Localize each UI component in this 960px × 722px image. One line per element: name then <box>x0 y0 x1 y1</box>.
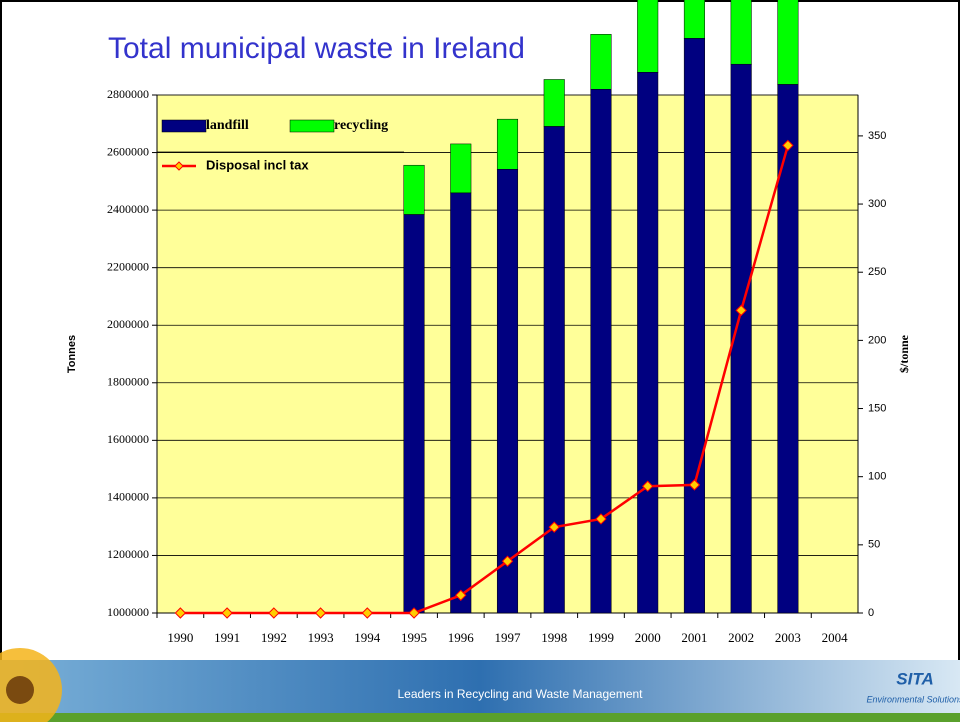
y2-tick-label: 150 <box>868 402 886 414</box>
y-tick-label: 2400000 <box>107 202 149 216</box>
bar-segment <box>590 88 612 614</box>
bar-segment <box>683 38 705 614</box>
line-marker <box>641 480 654 492</box>
line-marker <box>595 513 607 525</box>
y-tick-label: 1800000 <box>107 375 149 389</box>
y2-tick-label: 50 <box>868 539 880 551</box>
y-tick-label: 2200000 <box>107 259 149 273</box>
bar-segment <box>777 84 799 614</box>
bar-segment <box>730 0 752 65</box>
line-marker <box>455 589 467 601</box>
y-tick-label: 2600000 <box>107 144 149 158</box>
line-marker <box>361 607 374 619</box>
x-tick-label: 1996 <box>448 630 475 645</box>
x-tick-label: 2001 <box>681 630 707 645</box>
x-tick-label: 1995 <box>401 630 427 645</box>
line-marker <box>548 521 560 533</box>
y2-tick-label: 300 <box>868 198 886 210</box>
y2-axis-label: $/tonne <box>897 334 911 373</box>
footer-slogan: Leaders in Recycling and Waste Managemen… <box>397 687 643 701</box>
x-tick-label: 1990 <box>167 630 193 645</box>
line-marker <box>501 555 514 567</box>
bar-segment <box>777 0 799 85</box>
logo: SITA <box>896 669 933 688</box>
footer-bar <box>0 660 960 715</box>
x-tick-label: 2003 <box>775 630 801 645</box>
y-axis-label: Tonnes <box>66 335 78 373</box>
line-marker <box>735 304 747 317</box>
logo-subtitle: Environmental Solutions <box>866 694 960 704</box>
y2-tick-label: 200 <box>868 334 886 346</box>
y-tick-label: 1400000 <box>107 490 149 504</box>
y-tick-label: 2800000 <box>107 87 149 101</box>
line-marker <box>688 479 701 491</box>
y-tick-label: 2000000 <box>107 317 149 331</box>
bar-segment <box>496 168 519 614</box>
x-tick-label: 2004 <box>822 630 849 645</box>
x-tick-label: 1991 <box>214 630 240 645</box>
legend-swatch <box>161 119 207 133</box>
bar-segment <box>637 72 659 614</box>
bar-segment <box>450 143 472 194</box>
y2-tick-label: 0 <box>868 607 874 619</box>
line-marker <box>782 139 794 152</box>
line-marker <box>408 607 420 619</box>
line-marker <box>314 607 327 619</box>
y2-tick-label: 250 <box>868 266 886 278</box>
x-tick-label: 1999 <box>588 630 614 645</box>
x-tick-label: 1993 <box>308 630 334 645</box>
x-tick-label: 1992 <box>261 630 287 645</box>
flower-center <box>6 676 34 704</box>
x-tick-label: 1994 <box>354 630 381 645</box>
legend-label: landfill <box>206 118 249 133</box>
line-marker <box>221 607 233 619</box>
bar-segment <box>403 214 425 614</box>
y-tick-label: 1600000 <box>107 432 149 446</box>
y-tick-label: 1000000 <box>107 605 149 619</box>
y-tick-label: 1200000 <box>107 547 149 561</box>
x-tick-label: 1997 <box>495 630 522 645</box>
x-tick-label: 2000 <box>635 630 661 645</box>
bar-segment <box>590 34 612 90</box>
y2-tick-label: 350 <box>868 130 886 142</box>
bar-segment <box>496 118 519 170</box>
x-tick-label: 2002 <box>728 630 754 645</box>
footer-stripe <box>0 713 960 722</box>
bar-segment <box>683 0 705 39</box>
x-tick-label: 1998 <box>541 630 567 645</box>
bar-segment <box>543 79 565 127</box>
bar-segment <box>403 164 425 215</box>
legend-marker <box>174 161 184 171</box>
bar-segment <box>450 192 472 614</box>
chart-title: Total municipal waste in Ireland <box>108 32 525 65</box>
line-marker <box>174 607 187 619</box>
bar-segment <box>543 126 565 614</box>
line <box>180 145 790 615</box>
bar-segment <box>637 0 659 73</box>
legend-label: Disposal incl tax <box>206 157 309 172</box>
legend-label: recycling <box>334 118 388 133</box>
y2-tick-label: 100 <box>868 471 886 483</box>
legend-swatch <box>289 119 335 133</box>
line-marker <box>268 607 280 619</box>
